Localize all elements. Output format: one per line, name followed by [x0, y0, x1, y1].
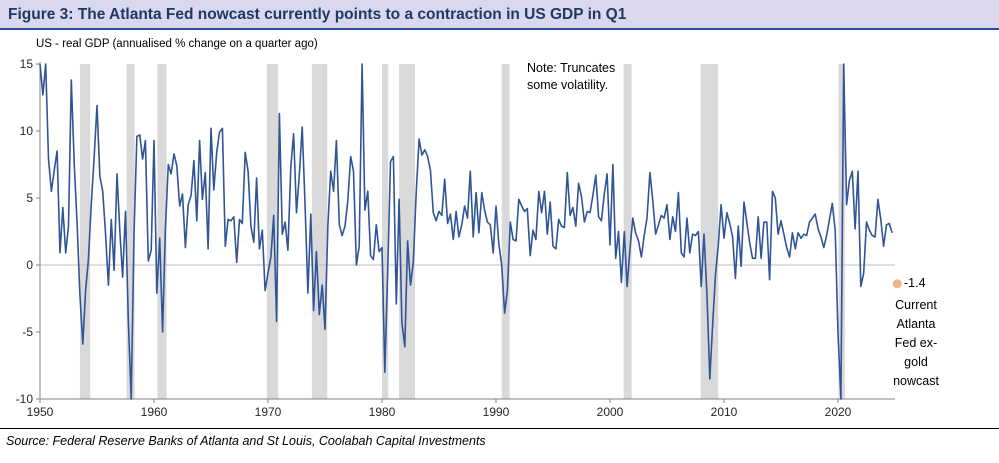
chart-subtitle: US - real GDP (annualised % change on a … — [36, 38, 318, 50]
recession-band — [126, 64, 135, 399]
y-tick-label: 15 — [20, 57, 34, 71]
y-tick-label: 10 — [20, 124, 34, 138]
figure-title: Figure 3: The Atlanta Fed nowcast curren… — [8, 6, 627, 23]
x-tick-label: 1980 — [369, 405, 396, 419]
y-tick-label: 0 — [26, 258, 33, 272]
recession-band — [399, 64, 416, 399]
y-tick-label: -10 — [16, 392, 34, 406]
nowcast-annotation-label: Current Atlanta Fed ex-gold nowcast — [893, 298, 939, 388]
y-tick-label: -5 — [22, 325, 33, 339]
chart-note: Note: Truncates some volatility. — [527, 61, 616, 92]
gdp-line-chart: -10 -5 0 5 10 15 1950 1960 1970 1980 1990 2000 2010 2… — [16, 57, 902, 419]
recession-band — [623, 64, 632, 399]
x-tick-label: 1960 — [141, 405, 168, 419]
chart-area: -10 -5 0 5 10 15 1950 1960 1970 1980 1990 2000 2010 2… — [0, 30, 999, 428]
recession-band — [311, 64, 328, 399]
recession-band — [157, 64, 167, 399]
source-bar: Source: Federal Reserve Banks of Atlanta… — [0, 428, 999, 448]
y-tick-label: 5 — [26, 191, 33, 205]
nowcast-value-label: -1.4 — [904, 276, 926, 290]
nowcast-dot — [892, 279, 902, 289]
recession-band — [382, 64, 389, 399]
x-tick-label: 1970 — [255, 405, 282, 419]
figure-title-bar: Figure 3: The Atlanta Fed nowcast curren… — [0, 0, 999, 30]
recession-band — [501, 64, 510, 399]
x-tick-label: 1950 — [27, 405, 54, 419]
source-text: Source: Federal Reserve Banks of Atlanta… — [6, 434, 486, 448]
x-tick-label: 2020 — [825, 405, 852, 419]
gdp-line-series — [39, 63, 893, 400]
recession-band — [79, 64, 91, 399]
x-tick-label: 2000 — [597, 405, 624, 419]
x-tick-label: 2010 — [711, 405, 738, 419]
x-tick-label: 1990 — [483, 405, 510, 419]
